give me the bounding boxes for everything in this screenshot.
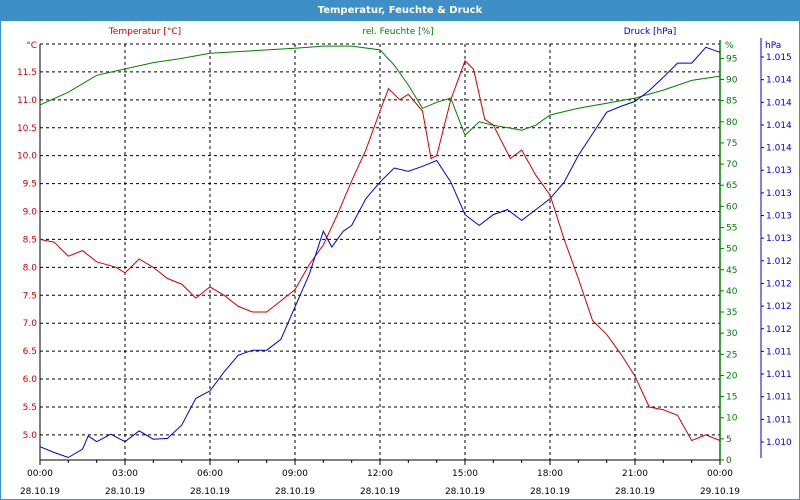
pressure-tick-label: 1.014: [766, 144, 792, 154]
x-tick-time: 00:00: [707, 469, 733, 479]
temperature-tick-label: 9.5: [23, 180, 37, 190]
x-tick-time: 00:00: [27, 469, 53, 479]
temperature-tick-label: 6.5: [23, 347, 37, 357]
temperature-tick-label: 7.5: [23, 291, 37, 301]
temperature-tick-label: 11.0: [17, 96, 37, 106]
x-tick-date: 28.10.19: [105, 487, 145, 497]
humidity-tick-label: 55: [726, 223, 737, 233]
pressure-tick-label: 1.012: [766, 279, 792, 289]
humidity-tick-label: 30: [726, 329, 738, 339]
pressure-tick-label: 1.011: [766, 415, 792, 425]
x-tick-date: 28.10.19: [275, 487, 315, 497]
pressure-legend: Druck [hPa]: [624, 27, 677, 37]
pressure-tick-label: 1.013: [766, 234, 792, 244]
x-tick-time: 12:00: [367, 469, 393, 479]
humidity-unit: %: [725, 41, 734, 51]
temperature-tick-label: 7.0: [23, 319, 38, 329]
pressure-tick-label: 1.015: [766, 53, 792, 63]
temperature-legend: Temperatur [°C]: [108, 27, 181, 37]
humidity-series-line: [39, 45, 721, 137]
x-tick-time: 03:00: [112, 469, 138, 479]
humidity-legend: rel. Feuchte [%]: [362, 27, 433, 37]
x-tick-time: 21:00: [622, 469, 648, 479]
temperature-tick-label: 6.0: [23, 375, 38, 385]
pressure-tick-label: 1.013: [766, 189, 792, 199]
humidity-tick-label: 5: [726, 435, 732, 445]
temperature-tick-label: 11.5: [17, 68, 37, 78]
pressure-tick-label: 1.014: [766, 98, 792, 108]
humidity-tick-label: 45: [726, 266, 737, 276]
pressure-tick-label: 1.012: [766, 325, 792, 335]
x-tick-date: 28.10.19: [445, 487, 485, 497]
pressure-tick-label: 1.014: [766, 121, 792, 131]
humidity-tick-label: 85: [726, 97, 737, 107]
x-tick-date: 28.10.19: [615, 487, 655, 497]
humidity-tick-label: 10: [726, 414, 738, 424]
pressure-tick-label: 1.013: [766, 212, 792, 222]
temperature-series-line: [39, 59, 721, 442]
humidity-tick-label: 40: [726, 287, 738, 297]
pressure-tick-label: 1.014: [766, 76, 792, 86]
humidity-tick-label: 15: [726, 393, 737, 403]
temperature-unit: °C: [26, 41, 37, 51]
x-tick-date: 28.10.19: [190, 487, 230, 497]
humidity-tick-label: 20: [726, 371, 738, 381]
pressure-unit: hPa: [765, 41, 781, 51]
x-tick-date: 28.10.19: [360, 487, 400, 497]
pressure-tick-label: 1.012: [766, 257, 792, 267]
humidity-tick-label: 60: [726, 202, 738, 212]
pressure-tick-label: 1.012: [766, 302, 792, 312]
temperature-tick-label: 5.0: [23, 431, 38, 441]
humidity-tick-label: 95: [726, 54, 737, 64]
x-tick-date: 28.10.19: [20, 487, 60, 497]
humidity-tick-label: 65: [726, 181, 737, 191]
pressure-tick-label: 1.010: [766, 438, 792, 448]
chart-title: Temperatur, Feuchte & Druck: [1, 1, 799, 21]
x-tick-date: 28.10.19: [530, 487, 570, 497]
humidity-tick-label: 50: [726, 245, 738, 255]
humidity-tick-label: 75: [726, 139, 737, 149]
x-tick-date: 29.10.19: [700, 487, 740, 497]
pressure-tick-label: 1.011: [766, 370, 792, 380]
x-tick-time: 09:00: [282, 469, 308, 479]
temperature-tick-label: 8.5: [23, 235, 37, 245]
temperature-tick-label: 10.0: [17, 152, 37, 162]
temperature-tick-label: 8.0: [23, 263, 38, 273]
x-tick-time: 15:00: [452, 469, 478, 479]
pressure-tick-label: 1.013: [766, 166, 792, 176]
temperature-tick-label: 10.5: [17, 124, 37, 134]
humidity-tick-label: 35: [726, 308, 737, 318]
pressure-tick-label: 1.011: [766, 393, 792, 403]
x-tick-time: 06:00: [197, 469, 223, 479]
pressure-tick-label: 1.011: [766, 347, 792, 357]
humidity-tick-label: 70: [726, 160, 738, 170]
humidity-tick-label: 90: [726, 76, 738, 86]
humidity-tick-label: 25: [726, 350, 737, 360]
temperature-tick-label: 9.0: [23, 208, 38, 218]
humidity-tick-label: 80: [726, 118, 738, 128]
humidity-tick-label: 0: [726, 456, 732, 466]
x-tick-time: 18:00: [537, 469, 563, 479]
temperature-tick-label: 5.5: [23, 403, 37, 413]
pressure-series-line: [39, 46, 721, 459]
